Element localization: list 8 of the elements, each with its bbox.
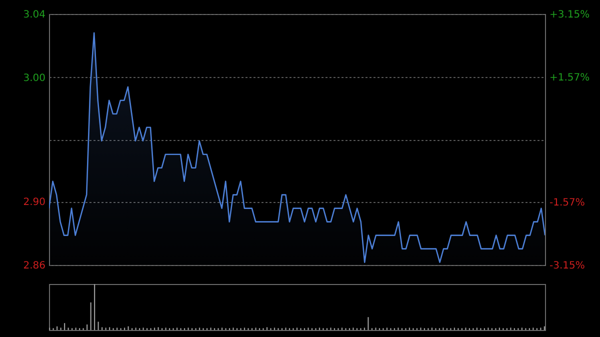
y2-tick-label: +3.15% (550, 10, 590, 20)
y-tick-label: 2.90 (23, 197, 46, 208)
y-tick-label: 3.00 (23, 72, 46, 84)
y2-tick-label: +1.57% (550, 72, 590, 84)
y-tick-label: 3.04 (23, 10, 46, 20)
y2-tick-label: -1.57% (550, 198, 585, 209)
y-tick-label: 2.86 (23, 260, 46, 272)
y2-tick-label: -3.15% (550, 260, 585, 272)
